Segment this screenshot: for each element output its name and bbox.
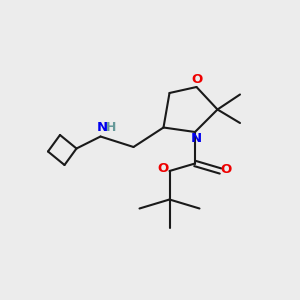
Text: N: N	[191, 132, 202, 145]
Text: O: O	[220, 163, 232, 176]
Text: N: N	[96, 121, 108, 134]
Text: H: H	[106, 121, 116, 134]
Text: O: O	[191, 73, 203, 86]
Text: O: O	[157, 162, 169, 175]
